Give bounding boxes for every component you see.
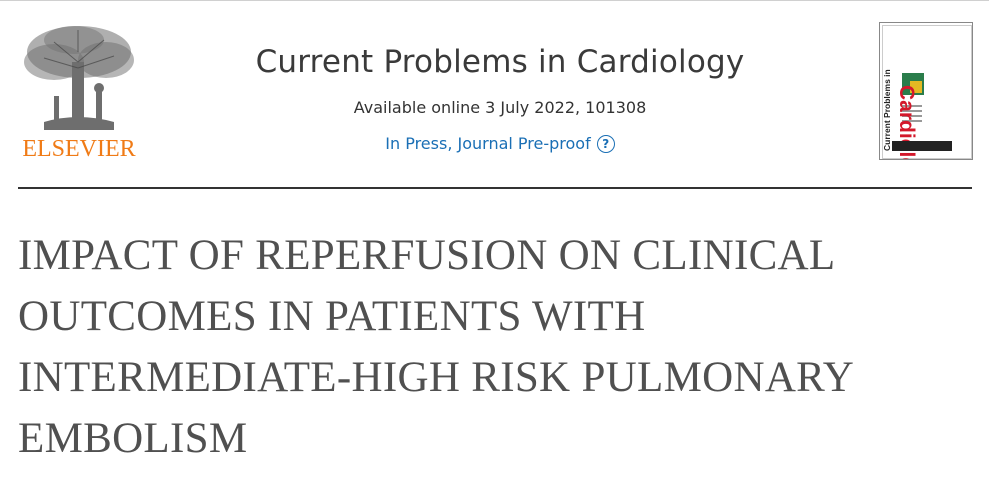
header-divider (18, 187, 972, 189)
cover-frame (882, 25, 972, 159)
question-circle-icon[interactable]: ? (596, 135, 615, 153)
publication-status: In Press, Journal Pre-proof? (200, 134, 800, 153)
cover-footer-bar (892, 141, 952, 151)
cover-image-accent (910, 81, 922, 93)
elsevier-logo[interactable]: ELSEVIER (14, 22, 144, 162)
journal-cover[interactable]: Current Problems in Cardiology (879, 22, 973, 160)
status-link[interactable]: In Press, Journal Pre-proof (385, 134, 591, 153)
cover-text-lines (902, 105, 922, 125)
cover-subtitle: Current Problems in (882, 69, 892, 151)
elsevier-tree-icon (24, 26, 134, 130)
top-border (0, 0, 989, 1)
journal-title[interactable]: Current Problems in Cardiology (255, 44, 745, 80)
elsevier-wordmark: ELSEVIER (22, 136, 136, 162)
availability-date: Available online 3 July 2022, 101308 (353, 98, 647, 117)
article-title: IMPACT OF REPERFUSION ON CLINICAL OUTCOM… (18, 232, 853, 462)
